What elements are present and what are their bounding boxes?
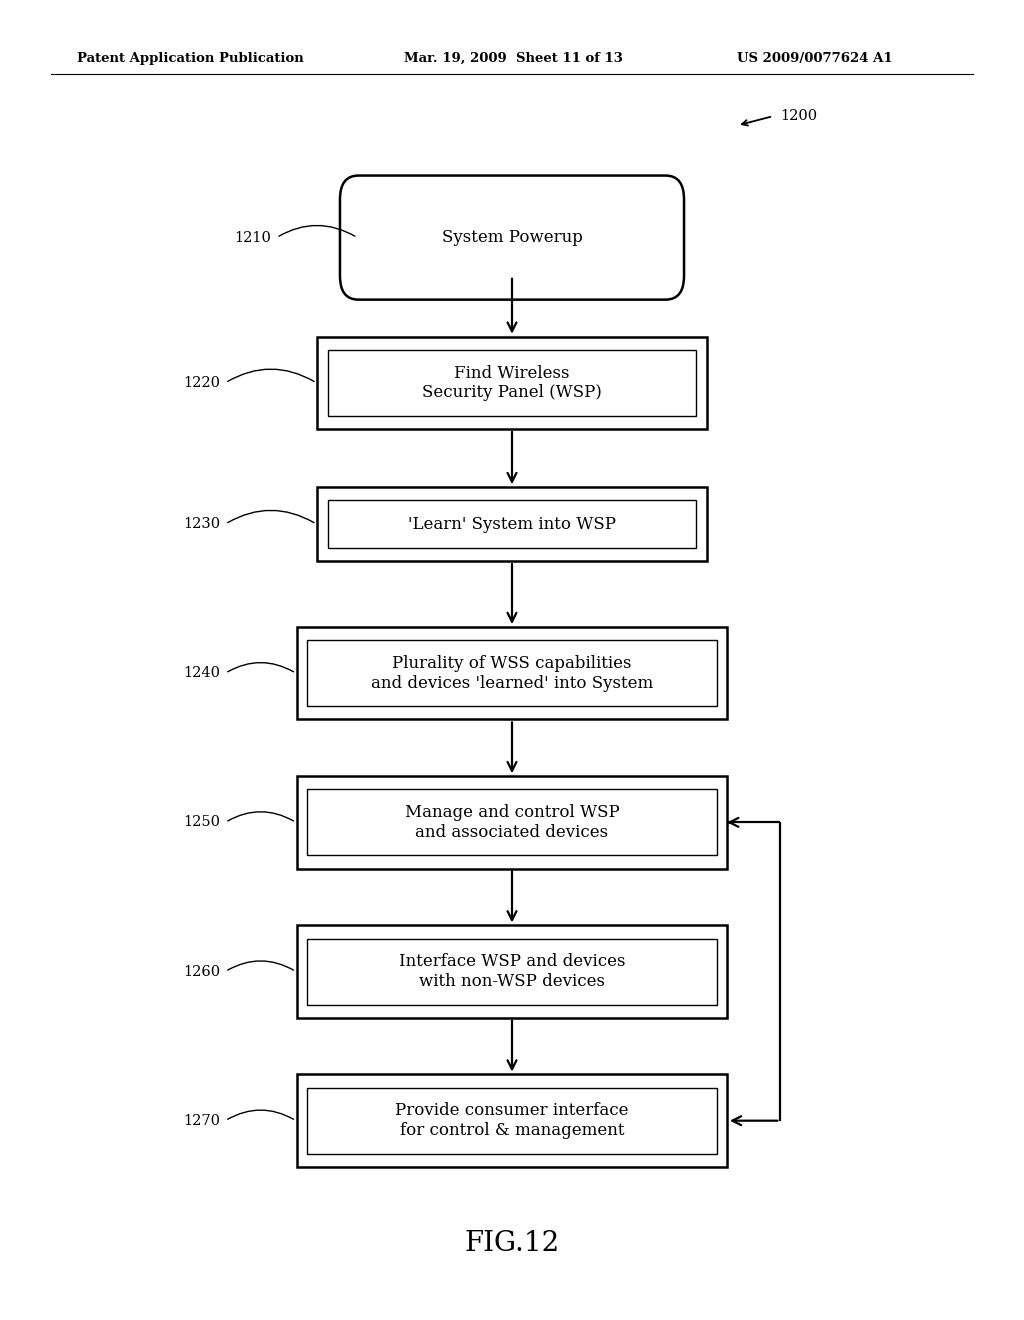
Bar bbox=[307, 939, 717, 1005]
Bar bbox=[317, 337, 707, 429]
Bar bbox=[297, 776, 727, 869]
Text: 1270: 1270 bbox=[183, 1114, 220, 1127]
Bar bbox=[307, 789, 717, 855]
FancyBboxPatch shape bbox=[340, 176, 684, 300]
Text: Find Wireless
Security Panel (WSP): Find Wireless Security Panel (WSP) bbox=[422, 364, 602, 401]
Text: Mar. 19, 2009  Sheet 11 of 13: Mar. 19, 2009 Sheet 11 of 13 bbox=[404, 51, 624, 65]
Text: 1210: 1210 bbox=[234, 231, 271, 244]
Bar bbox=[307, 1088, 717, 1154]
Text: 1230: 1230 bbox=[183, 517, 220, 531]
Text: 1250: 1250 bbox=[183, 816, 220, 829]
Text: 'Learn' System into WSP: 'Learn' System into WSP bbox=[408, 516, 616, 532]
Text: FIG.12: FIG.12 bbox=[464, 1230, 560, 1257]
Bar bbox=[297, 1074, 727, 1167]
Bar bbox=[328, 500, 696, 548]
Bar bbox=[317, 487, 707, 561]
Text: US 2009/0077624 A1: US 2009/0077624 A1 bbox=[737, 51, 893, 65]
Text: Patent Application Publication: Patent Application Publication bbox=[77, 51, 303, 65]
Text: 1240: 1240 bbox=[183, 667, 220, 680]
Text: 1200: 1200 bbox=[780, 110, 817, 123]
Bar bbox=[297, 925, 727, 1018]
Text: 1260: 1260 bbox=[183, 965, 220, 978]
Bar bbox=[307, 640, 717, 706]
Text: Manage and control WSP
and associated devices: Manage and control WSP and associated de… bbox=[404, 804, 620, 841]
Bar bbox=[328, 350, 696, 416]
Text: Provide consumer interface
for control & management: Provide consumer interface for control &… bbox=[395, 1102, 629, 1139]
Text: 1220: 1220 bbox=[183, 376, 220, 389]
Bar bbox=[297, 627, 727, 719]
Text: Plurality of WSS capabilities
and devices 'learned' into System: Plurality of WSS capabilities and device… bbox=[371, 655, 653, 692]
Text: Interface WSP and devices
with non-WSP devices: Interface WSP and devices with non-WSP d… bbox=[398, 953, 626, 990]
Text: System Powerup: System Powerup bbox=[441, 230, 583, 246]
